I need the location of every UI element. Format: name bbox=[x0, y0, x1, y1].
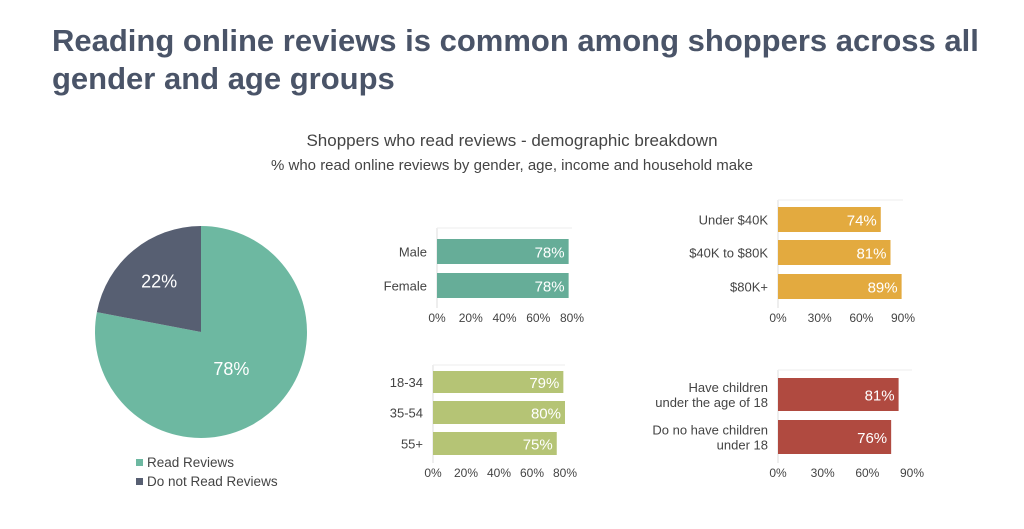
pie-label: 78% bbox=[213, 359, 249, 379]
x-tick-label: 30% bbox=[808, 311, 832, 325]
bar bbox=[437, 273, 569, 298]
x-tick-label: 60% bbox=[855, 466, 879, 480]
category-label: Do no have children bbox=[652, 423, 768, 438]
bar bbox=[778, 274, 902, 299]
page-title: Reading online reviews is common among s… bbox=[52, 23, 979, 96]
bar-value-label: 79% bbox=[529, 375, 559, 392]
category-label: under the age of 18 bbox=[655, 395, 768, 410]
bar-value-label: 78% bbox=[535, 279, 565, 296]
bar-value-label: 80% bbox=[531, 406, 561, 423]
x-tick-label: 40% bbox=[487, 466, 511, 480]
bar bbox=[433, 401, 565, 424]
category-label: Have children bbox=[689, 380, 769, 395]
x-tick-label: 0% bbox=[769, 466, 787, 480]
bar-value-label: 81% bbox=[856, 246, 886, 263]
category-label: $40K to $80K bbox=[689, 246, 768, 261]
category-label: Female bbox=[384, 279, 427, 294]
bar-value-label: 89% bbox=[868, 280, 898, 297]
legend-swatch bbox=[136, 478, 143, 485]
x-tick-label: 60% bbox=[520, 466, 544, 480]
x-tick-label: 90% bbox=[891, 311, 915, 325]
x-tick-label: 30% bbox=[811, 466, 835, 480]
bar bbox=[433, 371, 564, 393]
bar bbox=[437, 239, 569, 264]
bar bbox=[778, 420, 892, 454]
bar-value-label: 75% bbox=[523, 437, 553, 454]
x-tick-label: 0% bbox=[424, 466, 442, 480]
chart-caption: % who read online reviews by gender, age… bbox=[271, 157, 753, 174]
legend-label: Do not Read Reviews bbox=[147, 474, 278, 489]
legend-item-not-read: Do not Read Reviews bbox=[136, 474, 278, 489]
category-label: Male bbox=[399, 245, 427, 260]
bar-value-label: 81% bbox=[865, 388, 895, 405]
bar bbox=[778, 207, 881, 232]
category-label: $80K+ bbox=[730, 280, 768, 295]
x-tick-label: 80% bbox=[560, 311, 584, 325]
category-label: under 18 bbox=[717, 438, 768, 453]
bar bbox=[433, 432, 557, 455]
x-tick-label: 40% bbox=[492, 311, 516, 325]
category-label: 35-54 bbox=[390, 406, 423, 421]
x-tick-label: 60% bbox=[849, 311, 873, 325]
bar-value-label: 78% bbox=[535, 245, 565, 262]
x-tick-label: 20% bbox=[454, 466, 478, 480]
pie-slice bbox=[96, 226, 201, 332]
chart-subtitle: Shoppers who read reviews - demographic … bbox=[306, 131, 718, 150]
x-tick-label: 60% bbox=[526, 311, 550, 325]
x-tick-label: 80% bbox=[553, 466, 577, 480]
bar bbox=[778, 378, 899, 411]
pie-label: 22% bbox=[141, 271, 177, 291]
x-tick-label: 0% bbox=[428, 311, 446, 325]
legend-item-read: Read Reviews bbox=[136, 455, 234, 470]
bar-value-label: 76% bbox=[857, 430, 887, 447]
x-tick-label: 20% bbox=[459, 311, 483, 325]
bar-value-label: 74% bbox=[847, 213, 877, 230]
legend-label: Read Reviews bbox=[147, 455, 235, 470]
bar bbox=[778, 240, 891, 265]
category-label: 18-34 bbox=[390, 375, 423, 390]
category-label: 55+ bbox=[401, 437, 423, 452]
category-label: Under $40K bbox=[699, 213, 769, 228]
legend-swatch bbox=[136, 459, 143, 466]
x-tick-label: 0% bbox=[769, 311, 787, 325]
x-tick-label: 90% bbox=[900, 466, 924, 480]
